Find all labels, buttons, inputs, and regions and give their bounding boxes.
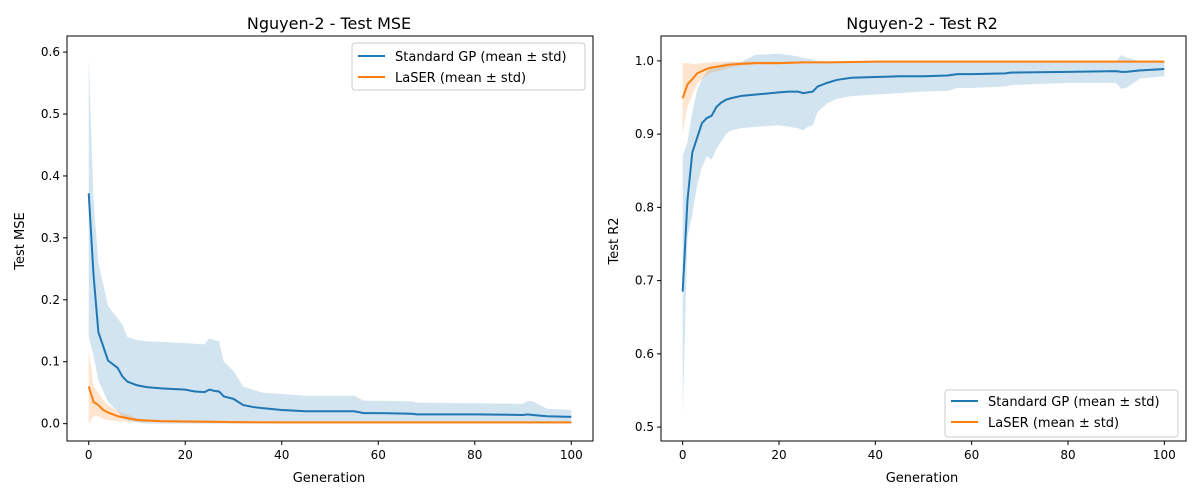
mse-y-tick-label: 0.4 — [41, 169, 60, 183]
mse-legend-standard-gp-label: Standard GP (mean ± std) — [395, 50, 567, 65]
mse-std-bands — [88, 58, 572, 424]
mse-y-tick-label: 0.1 — [41, 355, 60, 369]
mse-standard-gp-std-band — [88, 58, 572, 424]
r2-mean-lines — [681, 60, 1165, 292]
r2-y-tick-label: 0.5 — [635, 420, 654, 434]
r2-chart-panel: Nguyen-2 - Test R2 0 20 40 60 80 100 0.5 0.6 0.7… — [607, 14, 1187, 486]
mse-x-tick-label: 80 — [467, 448, 482, 462]
mse-x-axis-label: Generation — [293, 471, 366, 486]
mse-y-tick-label: 0.0 — [41, 417, 60, 431]
r2-y-tick-label: 0.9 — [635, 127, 654, 141]
r2-legend-standard-gp-label: Standard GP (mean ± std) — [988, 395, 1160, 410]
r2-std-bands — [682, 53, 1165, 417]
mse-mean-lines — [87, 193, 572, 424]
mse-y-tick-label: 0.5 — [41, 107, 60, 121]
r2-y-tick-label: 0.8 — [635, 200, 654, 214]
mse-plot-area: 0 20 40 60 80 100 0.0 0.1 0.2 0.3 0.4 0.5 0.6 — [41, 35, 594, 462]
mse-standard-gp-mean-line — [87, 193, 572, 418]
r2-x-tick-label: 0 — [679, 448, 687, 462]
mse-legend: Standard GP (mean ± std) LaSER (mean ± s… — [351, 42, 586, 91]
r2-y-tick-label: 0.7 — [635, 274, 654, 288]
mse-legend-laser-label: LaSER (mean ± std) — [395, 71, 526, 86]
r2-x-tick-label: 60 — [964, 448, 979, 462]
r2-y-tick-label: 0.6 — [635, 347, 654, 361]
r2-legend: Standard GP (mean ± std) LaSER (mean ± s… — [944, 389, 1179, 438]
r2-x-tick-label: 20 — [771, 448, 786, 462]
mse-y-tick-label: 0.3 — [41, 231, 60, 245]
r2-legend-laser-label: LaSER (mean ± std) — [988, 416, 1119, 431]
r2-standard-gp-std-band — [682, 53, 1165, 417]
r2-axes-frame — [660, 35, 1187, 442]
mse-x-tick-label: 60 — [371, 448, 386, 462]
r2-laser-mean-line — [681, 60, 1165, 99]
r2-plot-area: 0 20 40 60 80 100 0.5 0.6 0.7 0.8 0.9 1.0 — [635, 35, 1187, 462]
mse-x-tick-label: 100 — [560, 448, 583, 462]
r2-chart-title: Nguyen-2 - Test R2 — [846, 14, 998, 33]
mse-y-tick-label: 0.6 — [41, 45, 60, 59]
mse-chart-title: Nguyen-2 - Test MSE — [247, 14, 411, 33]
mse-x-tick-label: 20 — [178, 448, 193, 462]
r2-x-tick-label: 80 — [1060, 448, 1075, 462]
r2-y-axis-label: Test R2 — [607, 217, 622, 265]
mse-x-tick-label: 40 — [274, 448, 289, 462]
r2-y-tick-label: 1.0 — [635, 54, 654, 68]
r2-x-axis-label: Generation — [886, 471, 959, 486]
mse-y-tick-label: 0.2 — [41, 293, 60, 307]
mse-laser-mean-line — [87, 386, 572, 424]
mse-chart-panel: Nguyen-2 - Test MSE 0 20 40 60 80 100 0.0 0.1 0.… — [13, 14, 594, 486]
mse-x-tick-label: 0 — [85, 448, 93, 462]
r2-standard-gp-mean-line — [681, 67, 1165, 292]
mse-y-axis-label: Test MSE — [13, 212, 28, 270]
mse-axes-frame — [66, 35, 594, 442]
r2-x-tick-label: 40 — [868, 448, 883, 462]
r2-x-tick-label: 100 — [1153, 448, 1176, 462]
